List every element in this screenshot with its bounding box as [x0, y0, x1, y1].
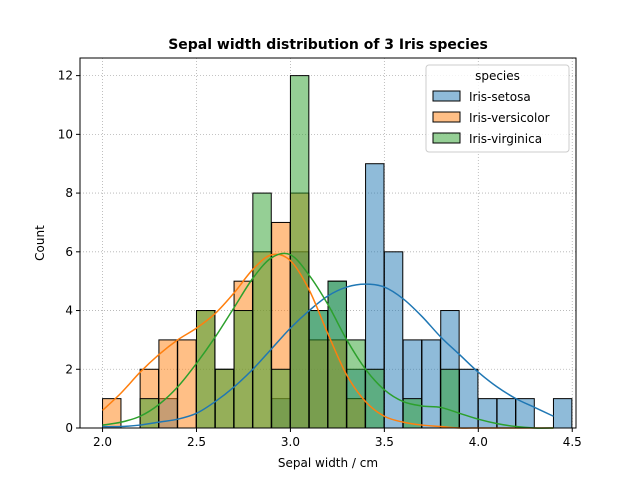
- x-tick-label: 4.0: [469, 435, 488, 449]
- histogram-bar-iris-virginica: [346, 339, 366, 429]
- kde-line-iris-virginica: [102, 252, 554, 429]
- histogram-bar-iris-virginica: [365, 368, 385, 429]
- y-tick-label: 0: [65, 421, 73, 435]
- x-tick-label: 4.5: [563, 435, 582, 449]
- histogram-bar-iris-virginica: [289, 75, 310, 429]
- histogram-bar-iris-virginica: [440, 368, 460, 429]
- legend-label: Iris-virginica: [469, 132, 542, 146]
- x-tick-label: 3.5: [375, 435, 394, 449]
- x-tick-label: 2.5: [187, 435, 206, 449]
- histogram-bar-iris-virginica: [271, 368, 291, 429]
- histogram-bar-iris-virginica: [233, 310, 253, 429]
- x-axis-label: Sepal width / cm: [278, 456, 378, 470]
- legend-swatch: [432, 132, 461, 144]
- histogram-bar-iris-setosa: [552, 398, 573, 429]
- legend-box: [425, 64, 570, 153]
- legend-title: species: [475, 69, 520, 83]
- kde-line-iris-setosa: [102, 283, 554, 428]
- y-tick-label: 8: [65, 186, 73, 200]
- y-tick-label: 10: [58, 127, 73, 141]
- legend-label: Iris-versicolor: [469, 111, 550, 125]
- histogram-bar-iris-setosa: [383, 251, 404, 429]
- histogram-bar-iris-virginica: [252, 192, 272, 429]
- histogram-bar-iris-virginica: [214, 368, 235, 429]
- legend-swatch: [432, 90, 461, 102]
- y-tick-label: 12: [58, 69, 73, 83]
- histogram-bar-iris-setosa: [421, 339, 441, 429]
- histogram-bar-iris-setosa: [459, 368, 479, 429]
- plot-frame: [79, 57, 577, 429]
- legend-label: Iris-setosa: [469, 90, 531, 104]
- y-tick-label: 4: [65, 304, 73, 318]
- y-axis-label: Count: [33, 225, 47, 261]
- y-axis-ticks: 0 2 4 6 8 10 12: [58, 69, 80, 435]
- x-tick-label: 3.0: [281, 435, 300, 449]
- histogram-bar-iris-virginica: [195, 310, 216, 429]
- legend: species Iris-setosa Iris-versicolor Iris-vi…: [425, 64, 570, 153]
- x-axis-ticks: 2.0 2.5 3.0 3.5 4.0 4.5: [93, 428, 582, 449]
- chart-title: Sepal width distribution of 3 Iris speci…: [168, 37, 488, 53]
- y-tick-label: 2: [65, 362, 73, 376]
- x-tick-label: 2.0: [93, 435, 112, 449]
- y-tick-label: 6: [65, 245, 73, 259]
- legend-swatch: [432, 111, 461, 123]
